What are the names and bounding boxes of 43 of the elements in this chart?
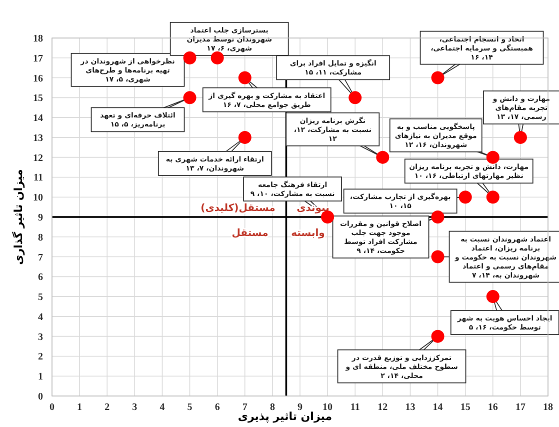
y-tick-label: 6 <box>38 272 43 284</box>
x-tick-label: 3 <box>132 402 138 413</box>
y-tick-label: 16 <box>33 73 43 84</box>
x-tick-label: 5 <box>187 402 192 413</box>
y-tick-label: 5 <box>38 292 43 304</box>
y-tick-label: 14 <box>33 113 43 124</box>
x-tick-label: 16 <box>488 402 498 413</box>
x-tick-label: 15 <box>460 402 470 413</box>
y-tick-label: 8 <box>38 232 43 244</box>
x-tick-label: 1 <box>77 402 82 413</box>
x-tick-label: 10 <box>322 402 333 413</box>
y-tick-label: 1 <box>38 372 43 383</box>
y-axis-title: میزان تاثیر گذاری <box>12 169 25 265</box>
y-tick-label: 13 <box>33 132 43 144</box>
x-tick-label: 17 <box>515 402 526 413</box>
annotation: مستقل <box>232 228 268 239</box>
x-tick-label: 2 <box>104 402 110 413</box>
x-tick-label: 9 <box>298 402 302 413</box>
x-tick-label: 18 <box>543 402 553 413</box>
x-tick-label: 7 <box>242 402 248 413</box>
y-tick-label: 0 <box>38 392 43 402</box>
annotation: مستقل(کلیدی) <box>200 203 276 214</box>
y-tick-label: 15 <box>33 93 43 104</box>
y-tick-label: 2 <box>38 352 43 363</box>
y-tick-label: 4 <box>38 312 43 323</box>
x-tick-label: 12 <box>378 402 388 413</box>
x-tick-label: 14 <box>432 402 443 413</box>
y-tick-label: 11 <box>34 172 43 184</box>
x-tick-label: 13 <box>405 402 416 413</box>
y-tick-label: 7 <box>38 252 43 264</box>
x-tick-label: 4 <box>160 402 165 413</box>
y-tick-label: 17 <box>33 53 43 64</box>
x-tick-label: 11 <box>350 402 360 413</box>
x-axis-title: میزان تاثیر پذیری <box>238 410 332 423</box>
y-tick-label: 3 <box>38 332 43 343</box>
y-tick-label: 18 <box>33 34 43 44</box>
annotation: وابسته <box>291 228 325 239</box>
y-tick-label: 10 <box>33 192 43 204</box>
x-tick-label: 0 <box>50 402 54 413</box>
y-tick-label: 9 <box>38 212 43 224</box>
y-tick-label: 12 <box>33 152 43 164</box>
x-tick-label: 8 <box>270 402 275 413</box>
x-tick-label: 6 <box>214 402 220 413</box>
